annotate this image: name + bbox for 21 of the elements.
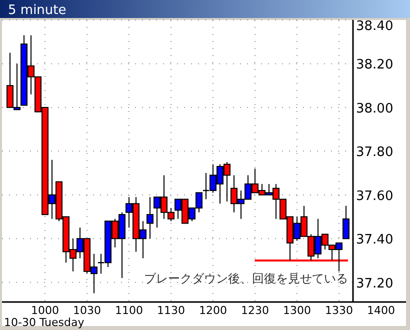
y-tick-label: 37.80: [356, 145, 394, 160]
y-tick-label: 38.40: [356, 19, 394, 34]
y-tick-label: 38.20: [356, 58, 394, 73]
x-tick-label: 1230: [241, 304, 269, 317]
x-tick-label: 1400: [367, 304, 395, 317]
y-tick-label: 37.20: [356, 276, 394, 292]
x-tick-label: 1000: [31, 304, 59, 317]
chart-title: 5 minute: [8, 3, 66, 18]
y-tick-label: 38.00: [356, 101, 394, 116]
x-tick-label: 1130: [157, 304, 185, 317]
candlestick: [146, 196, 154, 240]
x-tick-label: 1300: [283, 304, 311, 317]
x-tick-label: 1200: [199, 304, 227, 317]
x-tick-label: 1030: [73, 304, 101, 317]
y-tick-label: 37.40: [356, 232, 394, 248]
candlestick: [342, 205, 350, 240]
y-tick-label: 37.60: [356, 188, 394, 204]
x-tick-label: 1330: [325, 304, 353, 317]
x-tick-label: 1100: [115, 304, 143, 317]
ref-line-label: ブレークダウン後、回復を見せている: [144, 271, 348, 286]
x-axis-title: 10-30 Tuesday: [4, 316, 85, 329]
